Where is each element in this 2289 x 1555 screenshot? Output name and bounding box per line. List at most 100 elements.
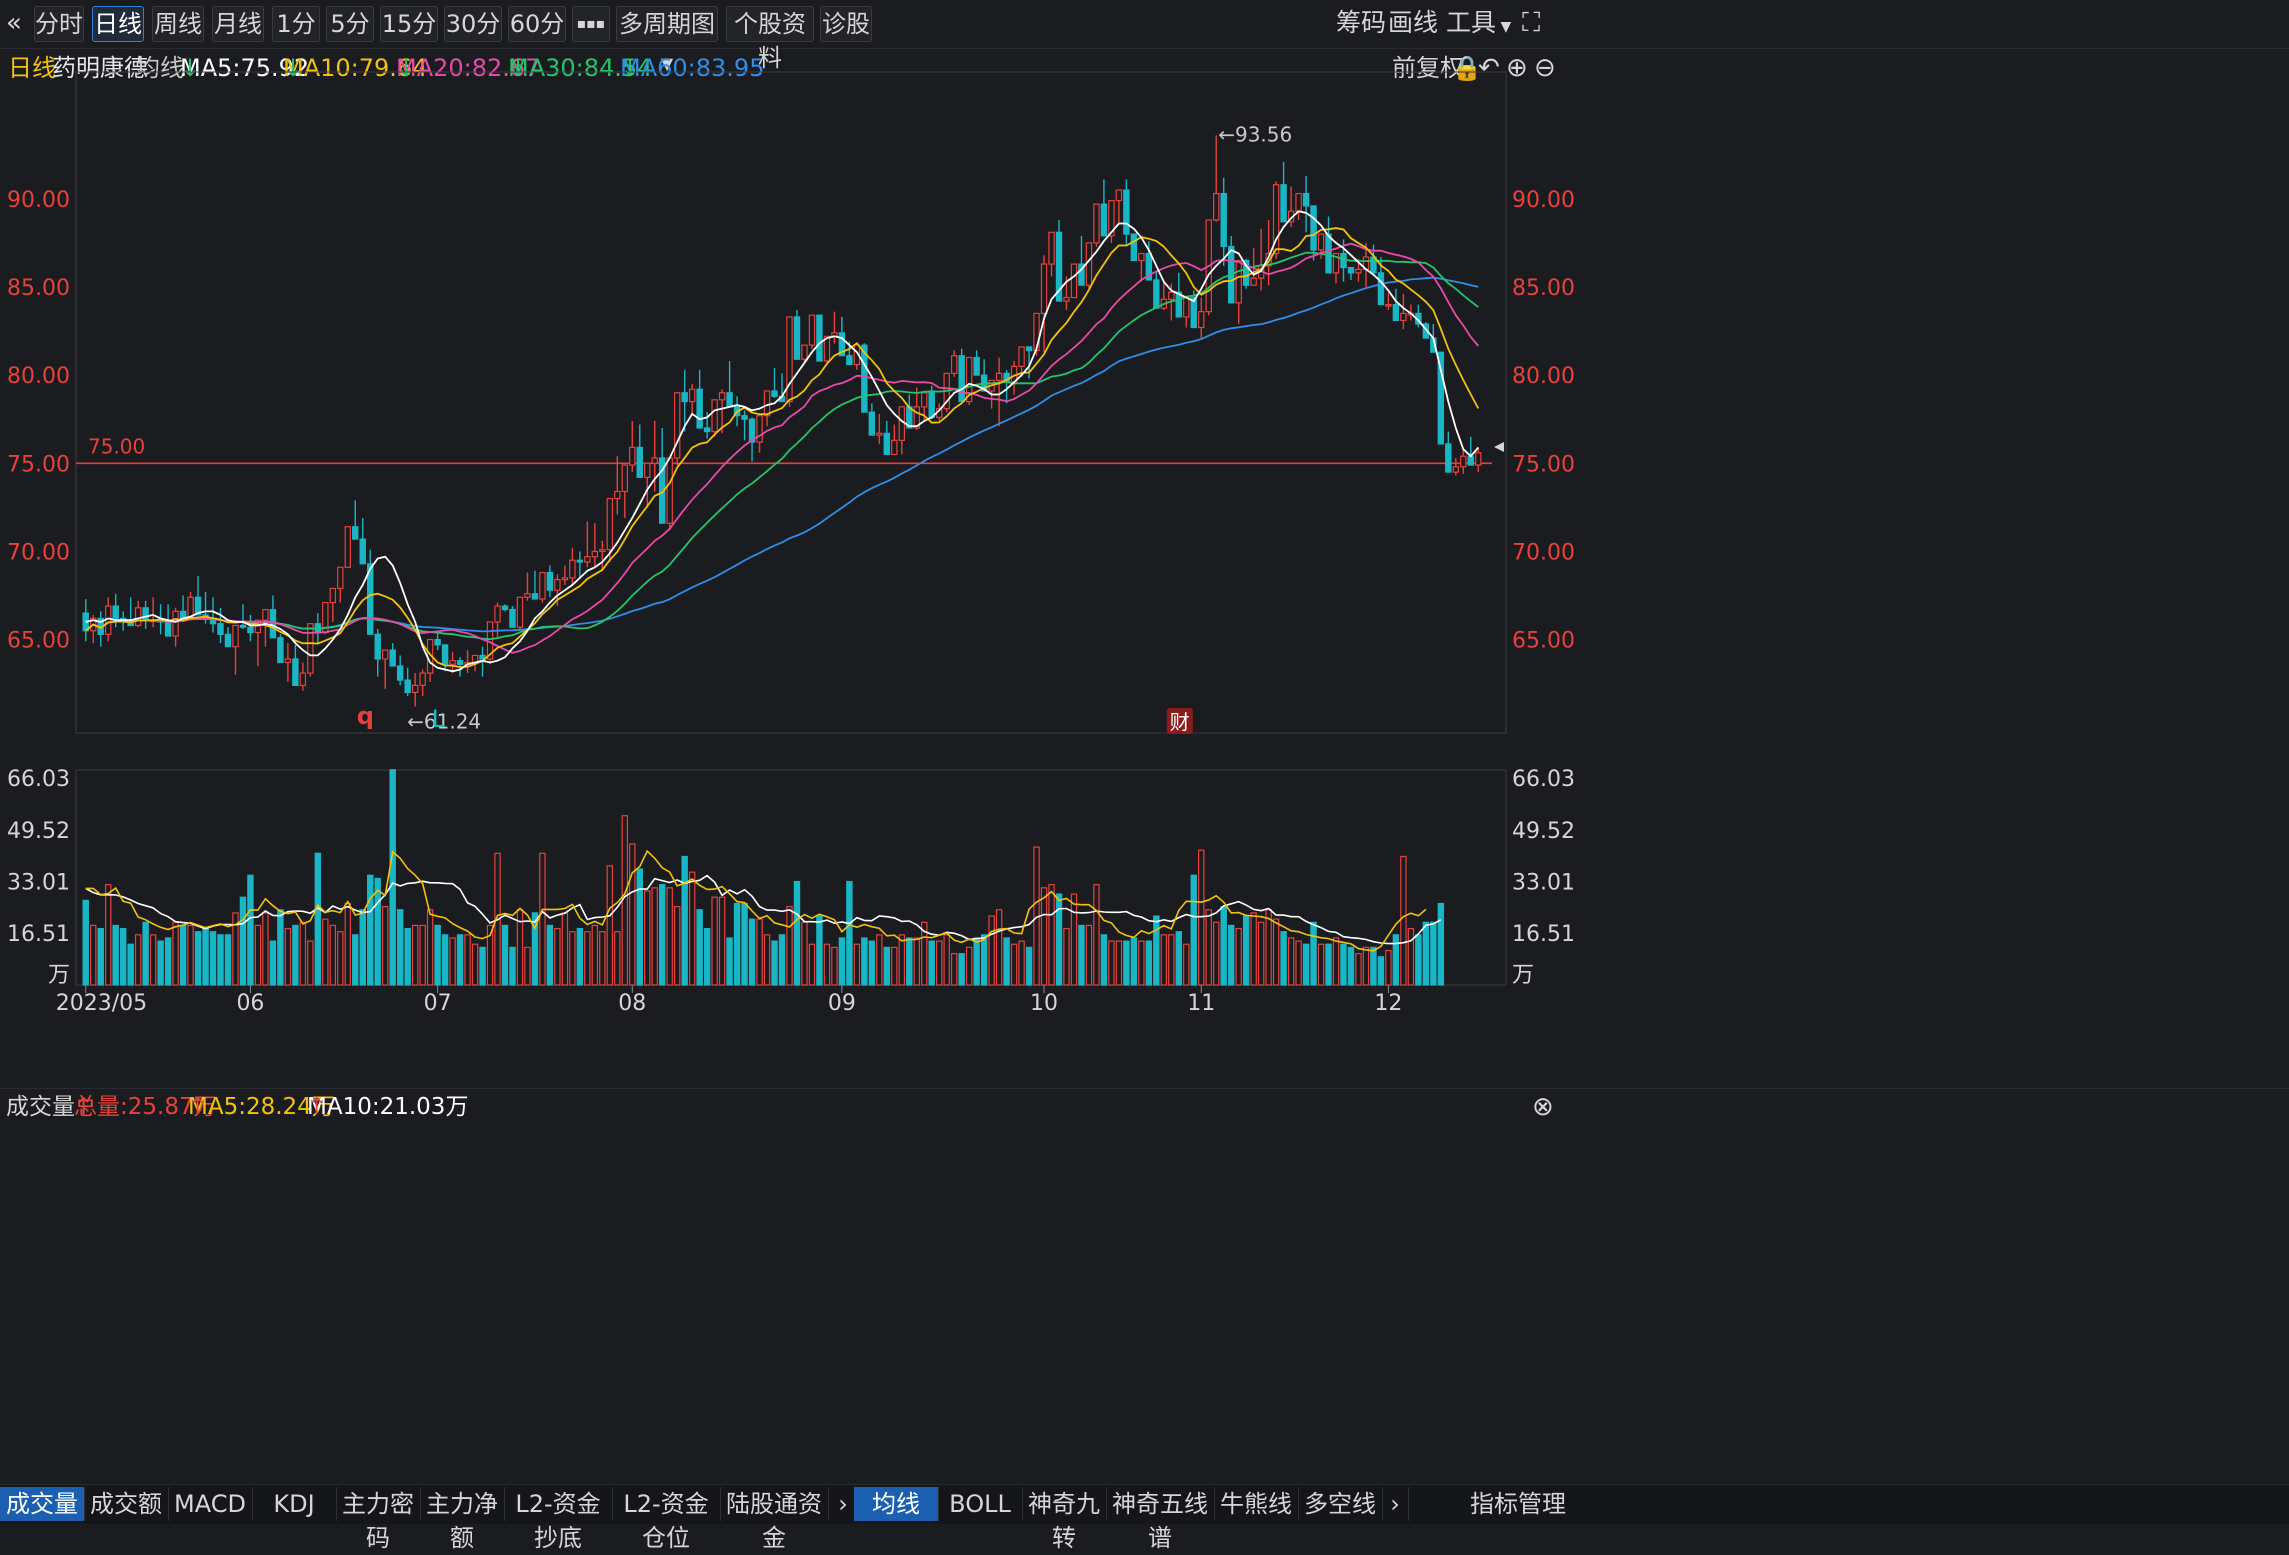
finance-badge-label: 财 <box>1170 710 1190 734</box>
ma60-line <box>85 276 1479 633</box>
candle-up <box>786 316 793 403</box>
tab-1min[interactable]: 1分 <box>272 6 320 42</box>
volume-bar-down <box>112 924 119 986</box>
candle-down <box>1467 455 1474 466</box>
zoom-in-icon[interactable]: ⊕ <box>1506 53 1528 83</box>
volume-bar-down <box>1437 902 1445 986</box>
volume-bar-down <box>861 937 868 986</box>
candle-down <box>359 538 366 565</box>
candle-down <box>441 644 449 665</box>
volume-bar-down <box>1055 893 1063 986</box>
volume-bar-up <box>134 934 142 986</box>
candle-up <box>1385 304 1392 307</box>
volume-bar-up <box>1265 909 1272 986</box>
tab-daily[interactable]: 日线 <box>92 6 144 42</box>
candle-down <box>958 355 965 403</box>
volume-bar-up <box>486 924 494 986</box>
volume-bar-down <box>359 909 366 986</box>
undo-icon[interactable]: ↶ <box>1478 53 1500 83</box>
candle-down <box>456 660 464 665</box>
indicator-tab-5[interactable]: 主力净额 <box>420 1487 505 1552</box>
up-arrow-icon: ↑ <box>307 1094 327 1120</box>
volume-bar-down <box>157 940 164 986</box>
price-tick-label-right: 80.00 <box>1512 364 1575 389</box>
volume-bar-down <box>973 937 980 986</box>
volume-bar-up <box>1250 912 1257 986</box>
x-axis-month-label: 09 <box>828 991 856 1016</box>
candle-down <box>367 563 374 635</box>
double-chevron-left-icon[interactable]: « <box>6 8 22 38</box>
volume-info-bar: 成交量 总量:25.87万 ↑ MA5:28.24万 ↑ MA10:21.03万 ↑ … <box>0 1088 2289 1125</box>
volume-bar-up <box>891 946 898 986</box>
volume-bar-down <box>681 855 688 986</box>
overlay-tab-0[interactable]: 均线 <box>854 1487 939 1521</box>
indicator-tab-3[interactable]: KDJ <box>252 1487 337 1521</box>
tab-15min[interactable]: 15分 <box>380 6 438 42</box>
indicator-tab-6[interactable]: L2-资金抄底 <box>504 1487 613 1552</box>
tab-weekly[interactable]: 周线 <box>152 6 204 42</box>
candle-down <box>1280 184 1287 223</box>
diagnose-button[interactable]: 诊股 <box>820 6 872 42</box>
volume-tick-label-right: 49.52 <box>1512 819 1575 844</box>
candle-down <box>112 605 119 620</box>
tools-button[interactable]: 工具 ▼ <box>1446 6 1511 40</box>
lock-icon[interactable]: 🔒 <box>1452 54 1482 82</box>
tab-60min[interactable]: 60分 <box>508 6 566 42</box>
candle-down <box>1145 252 1153 281</box>
candle-down <box>861 344 868 413</box>
volume-bar-up <box>988 915 995 986</box>
overlay-tab-1[interactable]: BOLL <box>938 1487 1023 1521</box>
indicator-tab-7[interactable]: L2-资金仓位 <box>612 1487 721 1552</box>
candle-up <box>516 596 524 628</box>
draw-line-button[interactable]: 画线 <box>1388 8 1439 37</box>
adjust-button[interactable]: 前复权 <box>1392 54 1464 82</box>
candle-up <box>1452 466 1460 473</box>
toolbar: « 分时 日线 周线 月线 1分 5分 15分 30分 60分 ▪▪▪ 多周期图… <box>0 0 2289 73</box>
volume-bar-down <box>1025 946 1033 986</box>
tab-monthly[interactable]: 月线 <box>212 6 264 42</box>
overlay-tab-3[interactable]: 神奇五线谱 <box>1106 1487 1215 1552</box>
volume-bar-down <box>980 934 988 986</box>
volume-bar-up <box>943 934 950 986</box>
volume-bar-down <box>501 924 509 986</box>
indicator-manage-button[interactable]: 指标管理 <box>1470 1490 1566 1518</box>
overlay-tab-4[interactable]: 牛熊线 <box>1214 1487 1299 1521</box>
volume-bar-up <box>419 924 426 986</box>
indicator-tab-2[interactable]: MACD <box>168 1487 253 1521</box>
indicator-tab-8[interactable]: 陆股通资金 <box>720 1487 829 1552</box>
volume-bar-up <box>1048 884 1055 986</box>
volume-bar-up <box>831 946 838 986</box>
close-icon[interactable]: ⊗ <box>1532 1092 1554 1122</box>
overlay-tab-5[interactable]: 多空线 <box>1298 1487 1383 1521</box>
multi-period-dropdown[interactable]: 多周期图 ▼ <box>616 6 718 73</box>
candle-up <box>591 550 599 558</box>
candle-up <box>554 579 561 591</box>
volume-ma10-text: MA10:21.03万 <box>307 1094 469 1120</box>
candle-up <box>606 497 614 551</box>
indicator-tab-4[interactable]: 主力密码 <box>336 1487 421 1552</box>
zoom-out-icon[interactable]: ⊖ <box>1534 53 1556 83</box>
chevron-right-icon[interactable]: › <box>1382 1487 1409 1521</box>
candle-up <box>629 446 636 466</box>
candle-down <box>509 608 516 628</box>
candle-up <box>651 457 658 464</box>
volume-bar-up <box>995 909 1003 986</box>
more-button[interactable]: ▪▪▪ <box>572 6 610 42</box>
indicator-tab-1[interactable]: 成交额 <box>84 1487 169 1521</box>
candle-up <box>524 593 531 598</box>
indicator-tab-0[interactable]: 成交量 <box>0 1487 85 1521</box>
ma-label[interactable]: 均线 <box>136 54 184 82</box>
ma5-text: MA5:75.92 <box>180 54 310 82</box>
volume-bar-down <box>1310 921 1317 986</box>
volume-bar-down <box>352 934 359 986</box>
candle-down <box>1130 233 1138 262</box>
volume-bar-up <box>876 934 883 986</box>
candle-down <box>741 415 748 420</box>
chips-button[interactable]: 筹码 <box>1336 8 1387 37</box>
tab-5min[interactable]: 5分 <box>326 6 374 42</box>
overlay-tab-2[interactable]: 神奇九转 <box>1022 1487 1107 1552</box>
tab-fenshi[interactable]: 分时 <box>34 6 84 42</box>
stock-info-button[interactable]: 个股资料 <box>726 6 814 72</box>
tab-30min[interactable]: 30分 <box>444 6 502 42</box>
fullscreen-icon[interactable]: ⛶ <box>1522 8 1541 38</box>
